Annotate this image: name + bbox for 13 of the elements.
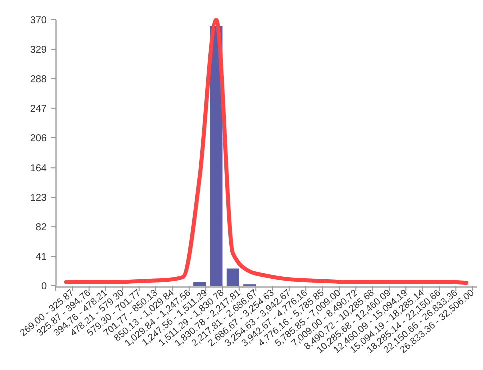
bar bbox=[194, 282, 206, 286]
y-tick-label: 329 bbox=[30, 44, 48, 56]
y-tick-label: 370 bbox=[30, 16, 48, 26]
y-tick-label: 206 bbox=[30, 133, 48, 144]
y-tick-label: 0 bbox=[41, 282, 48, 292]
y-tick-label: 41 bbox=[36, 252, 48, 264]
y-tick-label: 247 bbox=[30, 104, 48, 115]
line-series bbox=[64, 18, 469, 286]
y-tick-label: 164 bbox=[30, 164, 48, 175]
y-tick-label: 82 bbox=[36, 222, 48, 234]
y-tick-label: 288 bbox=[30, 74, 48, 86]
bar bbox=[226, 268, 240, 286]
y-tick-label: 123 bbox=[30, 193, 48, 204]
